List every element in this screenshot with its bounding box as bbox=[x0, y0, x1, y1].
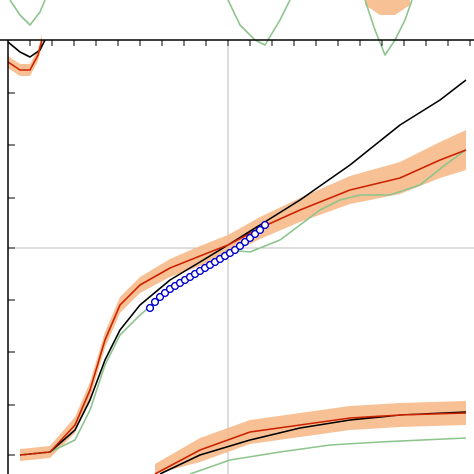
confidence-band bbox=[8, 34, 42, 76]
line bbox=[7, 39, 43, 71]
confidence-band bbox=[155, 401, 466, 474]
line bbox=[9, 0, 46, 26]
data-point bbox=[150, 297, 160, 307]
line bbox=[19, 149, 467, 456]
ticks bbox=[8, 40, 471, 456]
line bbox=[154, 412, 467, 474]
line bbox=[19, 79, 467, 456]
line bbox=[7, 39, 46, 58]
data-point bbox=[260, 220, 270, 230]
confidence-band bbox=[365, 0, 410, 15]
line bbox=[364, 0, 413, 56]
data-point bbox=[255, 225, 265, 235]
plot-area bbox=[7, 0, 467, 474]
line bbox=[189, 437, 467, 474]
line bbox=[227, 0, 291, 46]
confidence-band bbox=[20, 130, 466, 461]
data-point bbox=[145, 303, 155, 313]
